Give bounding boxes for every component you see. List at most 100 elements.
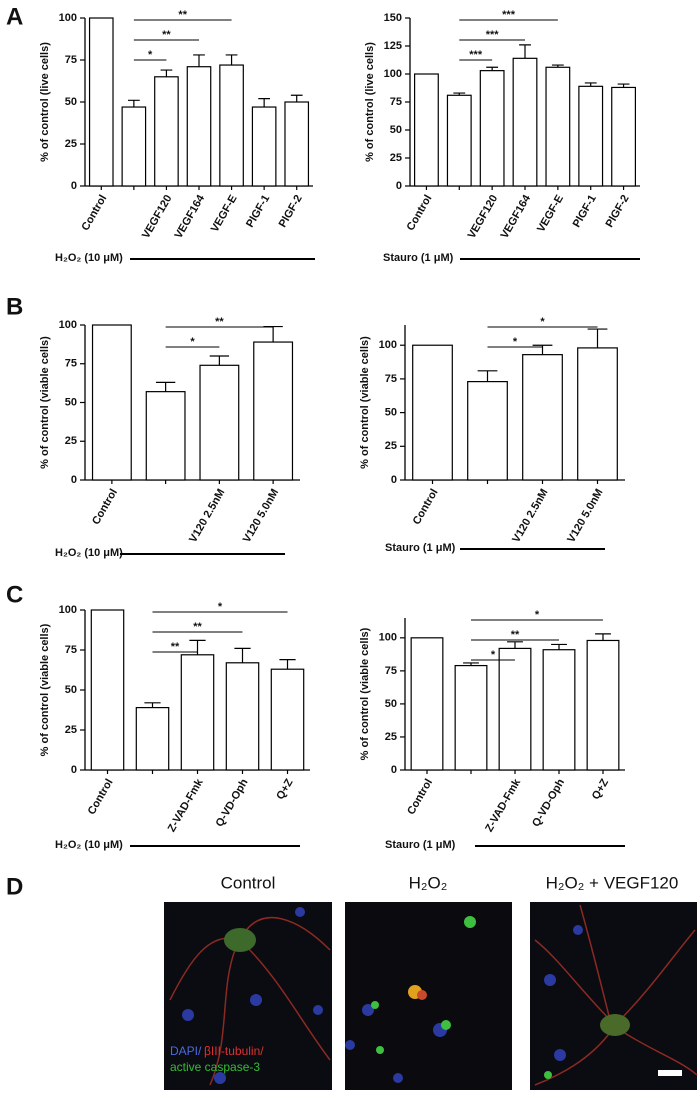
- y-tick-label: 25: [385, 440, 397, 452]
- significance-label: **: [215, 316, 224, 328]
- x-tick-label: Q+Z: [590, 777, 611, 802]
- micrograph: [345, 902, 512, 1090]
- y-tick-label: 100: [59, 319, 77, 331]
- x-tick-label: Control: [405, 193, 435, 233]
- bar: [180, 654, 215, 771]
- bar: [577, 347, 618, 481]
- image-title: H₂O₂: [409, 873, 448, 892]
- error-bar: [155, 381, 176, 392]
- bar: [410, 637, 444, 771]
- x-tick-label: Control: [90, 487, 120, 527]
- y-tick-label: 50: [385, 698, 397, 710]
- y-tick-label: 0: [391, 764, 397, 776]
- bar: [88, 17, 114, 187]
- error-bar: [209, 355, 230, 366]
- error-bar: [587, 328, 608, 348]
- x-tick-label: VEGF164: [173, 192, 208, 241]
- y-tick-label: 75: [65, 54, 77, 66]
- treatment-label: Stauro (1 μM): [383, 252, 454, 264]
- y-axis-label: % of control (live cells): [39, 42, 51, 162]
- significance-label: **: [162, 29, 171, 41]
- significance-label: ***: [469, 49, 483, 61]
- y-tick-label: 100: [384, 68, 402, 80]
- x-tick-label: Control: [405, 777, 435, 817]
- significance-label: ***: [486, 29, 500, 41]
- significance-label: *: [218, 601, 223, 613]
- error-bar: [463, 662, 479, 666]
- error-bar: [290, 94, 303, 102]
- bar: [454, 664, 488, 771]
- error-bar: [519, 44, 531, 59]
- x-tick-label: V120 5.0nM: [241, 487, 281, 545]
- bar: [186, 66, 212, 187]
- y-tick-label: 50: [385, 407, 397, 419]
- bar: [586, 639, 620, 771]
- error-bar: [279, 659, 296, 670]
- bar: [199, 364, 240, 481]
- significance-label: **: [171, 641, 180, 653]
- x-tick-label: V120 2.5nM: [510, 487, 550, 545]
- error-bar: [225, 54, 238, 66]
- x-tick-label: VEGF-E: [209, 193, 240, 234]
- bar: [145, 391, 186, 481]
- legend-text: βIII-tubulin/: [204, 1044, 264, 1058]
- y-tick-label: 100: [379, 339, 397, 351]
- significance-label: *: [491, 649, 496, 661]
- bar: [611, 86, 637, 187]
- y-tick-label: 100: [59, 12, 77, 24]
- image-title: Control: [221, 873, 276, 892]
- bar: [479, 70, 505, 187]
- y-tick-label: 25: [385, 731, 397, 743]
- y-axis-label: % of control (viable cells): [359, 627, 371, 760]
- significance-label: *: [540, 316, 545, 328]
- y-axis-label: % of control (live cells): [364, 42, 376, 162]
- x-tick-label: PlGF-2: [277, 193, 305, 230]
- bar: [512, 57, 538, 187]
- bar: [578, 85, 604, 187]
- bar: [446, 94, 472, 187]
- significance-label: **: [178, 9, 187, 21]
- x-tick-label: Q-VD-Oph: [530, 777, 567, 829]
- error-bar: [551, 643, 567, 650]
- significance-label: **: [511, 629, 520, 641]
- y-tick-label: 50: [65, 684, 77, 696]
- micrograph: [164, 902, 332, 1090]
- y-tick-label: 50: [65, 396, 77, 408]
- y-tick-label: 25: [390, 152, 402, 164]
- significance-label: *: [513, 336, 518, 348]
- bar: [522, 354, 563, 481]
- x-tick-label: V120 5.0nM: [565, 487, 605, 545]
- y-tick-label: 0: [71, 764, 77, 776]
- y-tick-label: 100: [379, 632, 397, 644]
- bar: [412, 344, 453, 481]
- bar: [414, 73, 439, 187]
- bar: [251, 106, 277, 187]
- bar: [284, 101, 310, 187]
- x-tick-label: V120 2.5nM: [187, 487, 227, 545]
- treatment-label: H₂O₂ (10 μM): [55, 252, 123, 264]
- bar: [270, 668, 305, 771]
- bar: [219, 64, 244, 187]
- x-tick-label: Z-VAD-Fmk: [483, 776, 523, 834]
- treatment-label: H₂O₂ (10 μM): [55, 839, 123, 851]
- x-tick-label: PlGF-1: [244, 193, 272, 230]
- panel-letter: B: [6, 293, 23, 320]
- treatment-label: Stauro (1 μM): [385, 839, 456, 851]
- error-bar: [193, 54, 205, 67]
- legend-text: active caspase-3: [170, 1060, 260, 1074]
- error-bar: [477, 370, 498, 382]
- error-bar: [551, 64, 564, 68]
- error-bar: [258, 98, 271, 108]
- y-tick-label: 0: [71, 180, 77, 192]
- y-tick-label: 0: [71, 474, 77, 486]
- micrograph: [530, 902, 698, 1090]
- treatment-label: Stauro (1 μM): [385, 542, 456, 554]
- y-tick-label: 25: [65, 724, 77, 736]
- bar: [225, 662, 260, 771]
- significance-label: *: [190, 336, 195, 348]
- bar: [545, 66, 571, 187]
- bar: [121, 106, 147, 187]
- error-bar: [507, 641, 523, 649]
- error-bar: [160, 69, 173, 77]
